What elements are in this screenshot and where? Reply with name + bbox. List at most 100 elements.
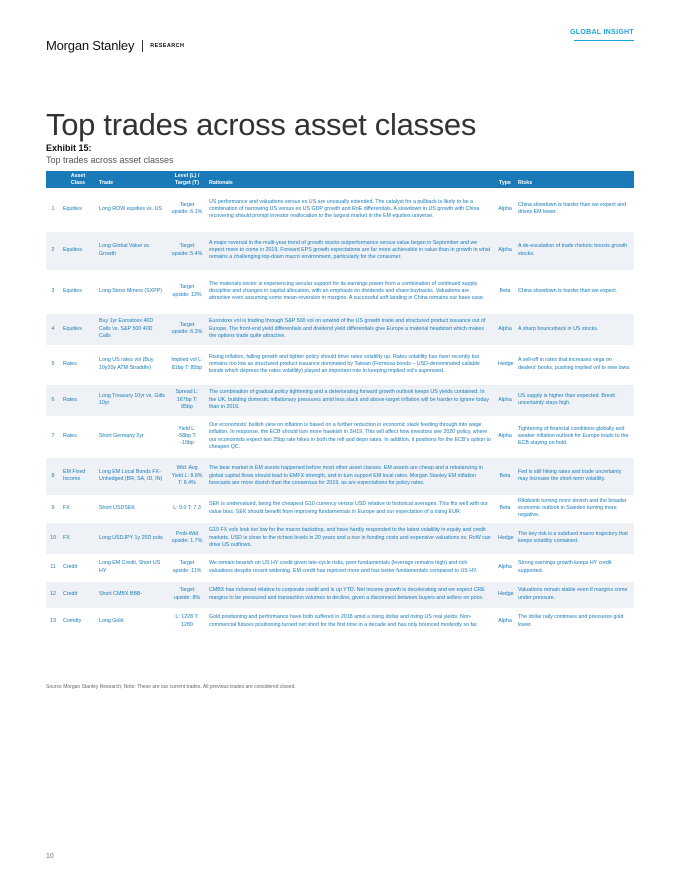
cell-level-target: Target upside: 6.3% bbox=[168, 313, 206, 346]
cell-risks: Fed is still hiking rates and trade unce… bbox=[515, 457, 634, 496]
cell-trade: Long ROW equities vs. US bbox=[96, 188, 168, 232]
cell-rationale: The combination of gradual policy tighte… bbox=[206, 384, 495, 417]
cell-type: Alpha bbox=[495, 231, 515, 271]
cell-trade: Long US rates vol (Buy 10y20y ATM Stradd… bbox=[96, 345, 168, 385]
table-row: 6 Rates Long Treasury 10yr vs. Gilts 10yr S… bbox=[46, 384, 634, 417]
cell-trade: Long Global Value vs. Growth bbox=[96, 231, 168, 271]
cell-asset-class: EM Fixed Income bbox=[60, 457, 96, 496]
exhibit-label: Exhibit 15: bbox=[46, 143, 92, 153]
cell-risks: The dollar rally continues and pressures… bbox=[515, 608, 634, 636]
exhibit-caption: Top trades across asset classes bbox=[46, 155, 174, 165]
cell-trade: Long Stoxx Miners (SXPP) bbox=[96, 270, 168, 314]
table-body: 1 Equities Long ROW equities vs. US Target … bbox=[46, 188, 634, 636]
cell-asset-class: Comdty bbox=[60, 608, 96, 636]
cell-type: Hedge bbox=[495, 581, 515, 609]
col-header-trade: Trade bbox=[96, 171, 168, 189]
col-header-num bbox=[46, 171, 60, 189]
cell-asset-class: Credit bbox=[60, 554, 96, 582]
cell-trade: Buy 1yr Eurostoxx 40D Calls vs. S&P 500 … bbox=[96, 313, 168, 346]
cell-trade: Short Germany 2yr bbox=[96, 416, 168, 458]
col-header-type: Type bbox=[495, 171, 515, 189]
cell-trade: Long USDJPY 1y 25D puts bbox=[96, 522, 168, 555]
cell-asset-class: Rates bbox=[60, 416, 96, 458]
cell-type: Beta bbox=[495, 457, 515, 496]
cell-level-target: Target upside: 11% bbox=[168, 554, 206, 582]
cell-asset-class: Equities bbox=[60, 188, 96, 232]
cell-level-target: Yield L: -58bp T: -10bp bbox=[168, 416, 206, 458]
table-row: 13 Comdty Long Gold L: 1228 T: 1280 Gold pos… bbox=[46, 608, 634, 636]
cell-num: 13 bbox=[46, 608, 60, 636]
cell-rationale: SEK is undervalued, being the cheapest G… bbox=[206, 495, 495, 523]
cell-asset-class: Rates bbox=[60, 384, 96, 417]
cell-rationale: Our economists' bullish view on inflatio… bbox=[206, 416, 495, 458]
trades-table: Asset Class Trade Level (L) / Target (T)… bbox=[46, 171, 634, 636]
cell-asset-class: Equities bbox=[60, 270, 96, 314]
cell-rationale: A major reversal in the multi-year trend… bbox=[206, 231, 495, 271]
cell-risks: A sharp bounceback in US stocks. bbox=[515, 313, 634, 346]
cell-num: 6 bbox=[46, 384, 60, 417]
cell-type: Alpha bbox=[495, 554, 515, 582]
cell-rationale: We remain bearish on US HY credit given … bbox=[206, 554, 495, 582]
source-note: Source Morgan Stanley Research; Note: Th… bbox=[46, 684, 296, 690]
cell-type: Alpha bbox=[495, 313, 515, 346]
brand-logo: Morgan Stanley bbox=[46, 38, 135, 53]
cell-rationale: Eurostoxx vol is trading through S&P 500… bbox=[206, 313, 495, 346]
table-row: 9 FX Short USDSEK L: 9.0 T: 7.3 SEK is under… bbox=[46, 495, 634, 523]
table-header-row: Asset Class Trade Level (L) / Target (T)… bbox=[46, 171, 634, 189]
cell-level-target: Spread L: 167bp T: 85bp bbox=[168, 384, 206, 417]
table-row: 8 EM Fixed Income Long EM Local Bonds FX-U… bbox=[46, 457, 634, 496]
cell-num: 1 bbox=[46, 188, 60, 232]
cell-risks: The key risk is a subdued macro trajecto… bbox=[515, 522, 634, 555]
cell-level-target: L: 9.0 T: 7.3 bbox=[168, 495, 206, 523]
cell-risks: Valuations remain stable even if margins… bbox=[515, 581, 634, 609]
col-header-asset-class: Asset Class bbox=[60, 171, 96, 189]
cell-type: Alpha bbox=[495, 188, 515, 232]
cell-type: Hedge bbox=[495, 522, 515, 555]
cell-risks: A de-escalation of trade rhetoric boosts… bbox=[515, 231, 634, 271]
cell-type: Beta bbox=[495, 495, 515, 523]
cell-rationale: The bear market in EM assets happened be… bbox=[206, 457, 495, 496]
cell-num: 7 bbox=[46, 416, 60, 458]
cell-risks: Tightening of financial conditions globa… bbox=[515, 416, 634, 458]
cell-asset-class: Credit bbox=[60, 581, 96, 609]
cell-trade: Long Treasury 10yr vs. Gilts 10yr bbox=[96, 384, 168, 417]
cell-type: Alpha bbox=[495, 416, 515, 458]
table-row: 2 Equities Long Global Value vs. Growth Tar… bbox=[46, 231, 634, 271]
cell-asset-class: Equities bbox=[60, 231, 96, 271]
cell-num: 9 bbox=[46, 495, 60, 523]
cell-risks: A sell-off in rates that increases vega … bbox=[515, 345, 634, 385]
cell-type: Beta bbox=[495, 270, 515, 314]
cell-risks: Strong earnings growth keeps HY credit s… bbox=[515, 554, 634, 582]
cell-risks: China slowdown is harder than we expect. bbox=[515, 270, 634, 314]
cell-risks: China slowdown is harder than we expect … bbox=[515, 188, 634, 232]
cell-rationale: G10 FX vols look too low for the macro b… bbox=[206, 522, 495, 555]
cell-asset-class: Rates bbox=[60, 345, 96, 385]
table-row: 10 FX Long USDJPY 1y 25D puts Prob-Wtd upsi… bbox=[46, 522, 634, 555]
brand-divider bbox=[142, 39, 144, 52]
cell-num: 5 bbox=[46, 345, 60, 385]
col-header-risks: Risks bbox=[515, 171, 634, 189]
cell-level-target: L: 1228 T: 1280 bbox=[168, 608, 206, 636]
brand-header: Morgan Stanley RESEARCH bbox=[46, 38, 184, 53]
table-row: 3 Equities Long Stoxx Miners (SXPP) Target … bbox=[46, 270, 634, 314]
cell-rationale: The materials sector is experiencing sec… bbox=[206, 270, 495, 314]
cell-type: Hedge bbox=[495, 345, 515, 385]
cell-num: 4 bbox=[46, 313, 60, 346]
cell-num: 12 bbox=[46, 581, 60, 609]
cell-rationale: CMBX has richened relative to corporate … bbox=[206, 581, 495, 609]
badge-underline bbox=[574, 40, 634, 41]
cell-asset-class: FX bbox=[60, 522, 96, 555]
table-row: 7 Rates Short Germany 2yr Yield L: -58bp T:… bbox=[46, 416, 634, 458]
table-row: 11 Credit Long EM Credit, Short US HY Targe… bbox=[46, 554, 634, 582]
table-row: 12 Credit Short CMBX BBB- Target upside: 8%… bbox=[46, 581, 634, 609]
brand-division: RESEARCH bbox=[150, 42, 185, 49]
cell-rationale: Rising inflation, falling growth and tig… bbox=[206, 345, 495, 385]
page-title: Top trades across asset classes bbox=[46, 106, 477, 142]
page-number: 10 bbox=[46, 853, 54, 860]
cell-asset-class: FX bbox=[60, 495, 96, 523]
cell-rationale: Gold positioning and performance have bo… bbox=[206, 608, 495, 636]
cell-trade: Short CMBX BBB- bbox=[96, 581, 168, 609]
cell-risks: US supply is higher than expected. Brexi… bbox=[515, 384, 634, 417]
cell-level-target: Implied vol L: 81bp T: 85bp bbox=[168, 345, 206, 385]
cell-level-target: Prob-Wtd upside: 1.7% bbox=[168, 522, 206, 555]
